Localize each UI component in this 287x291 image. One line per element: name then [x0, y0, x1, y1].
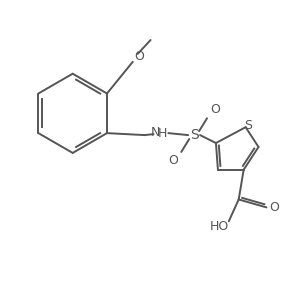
Text: S: S [245, 119, 253, 132]
Text: O: O [210, 103, 220, 116]
Text: O: O [269, 201, 279, 214]
Text: S: S [190, 128, 199, 142]
Text: N: N [151, 126, 160, 139]
Text: H: H [158, 127, 167, 140]
Text: O: O [168, 154, 178, 167]
Text: O: O [135, 50, 145, 63]
Text: HO: HO [209, 220, 228, 233]
